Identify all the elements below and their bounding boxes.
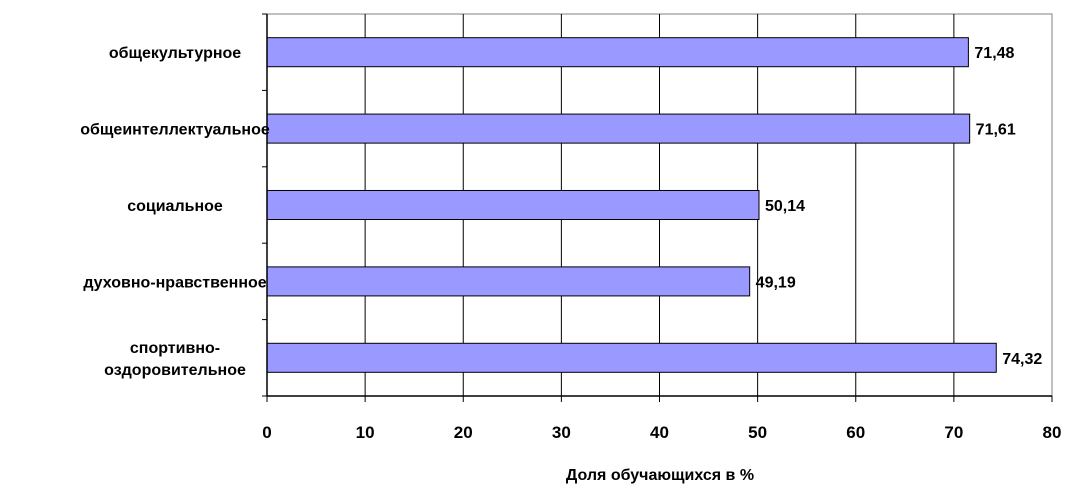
category-label: социальное (127, 198, 223, 215)
x-tick-label: 80 (1043, 423, 1062, 442)
x-tick-label: 50 (748, 423, 767, 442)
bar-3 (267, 190, 759, 219)
x-tick-label: 40 (650, 423, 669, 442)
value-label: 74,32 (1002, 351, 1042, 368)
category-label: общекультурное (109, 45, 241, 62)
x-tick-label: 0 (262, 423, 271, 442)
value-label: 71,48 (974, 45, 1014, 62)
x-tick-label: 20 (454, 423, 473, 442)
label-layer: 0 10 20 30 40 50 60 70 80 71,48 общекультурное 71,6… (80, 45, 1061, 442)
category-label: оздоровительное (104, 362, 246, 379)
category-label: спортивно- (130, 340, 220, 357)
bar-1 (267, 38, 968, 67)
category-label: духовно-нравственное (83, 274, 266, 291)
value-label: 50,14 (765, 198, 805, 215)
value-label: 71,61 (976, 122, 1016, 139)
x-tick-label: 10 (356, 423, 375, 442)
bar-4 (267, 267, 750, 296)
bar-5 (267, 343, 996, 372)
x-tick-label: 30 (552, 423, 571, 442)
bar-layer (267, 38, 996, 373)
bar-2 (267, 114, 970, 143)
x-tick-label: 70 (944, 423, 963, 442)
category-label: общеинтеллектуальное (80, 122, 270, 139)
value-label: 49,19 (756, 274, 796, 291)
x-tick-label: 60 (846, 423, 865, 442)
x-axis-title: Доля обучающихся в % (566, 467, 754, 484)
